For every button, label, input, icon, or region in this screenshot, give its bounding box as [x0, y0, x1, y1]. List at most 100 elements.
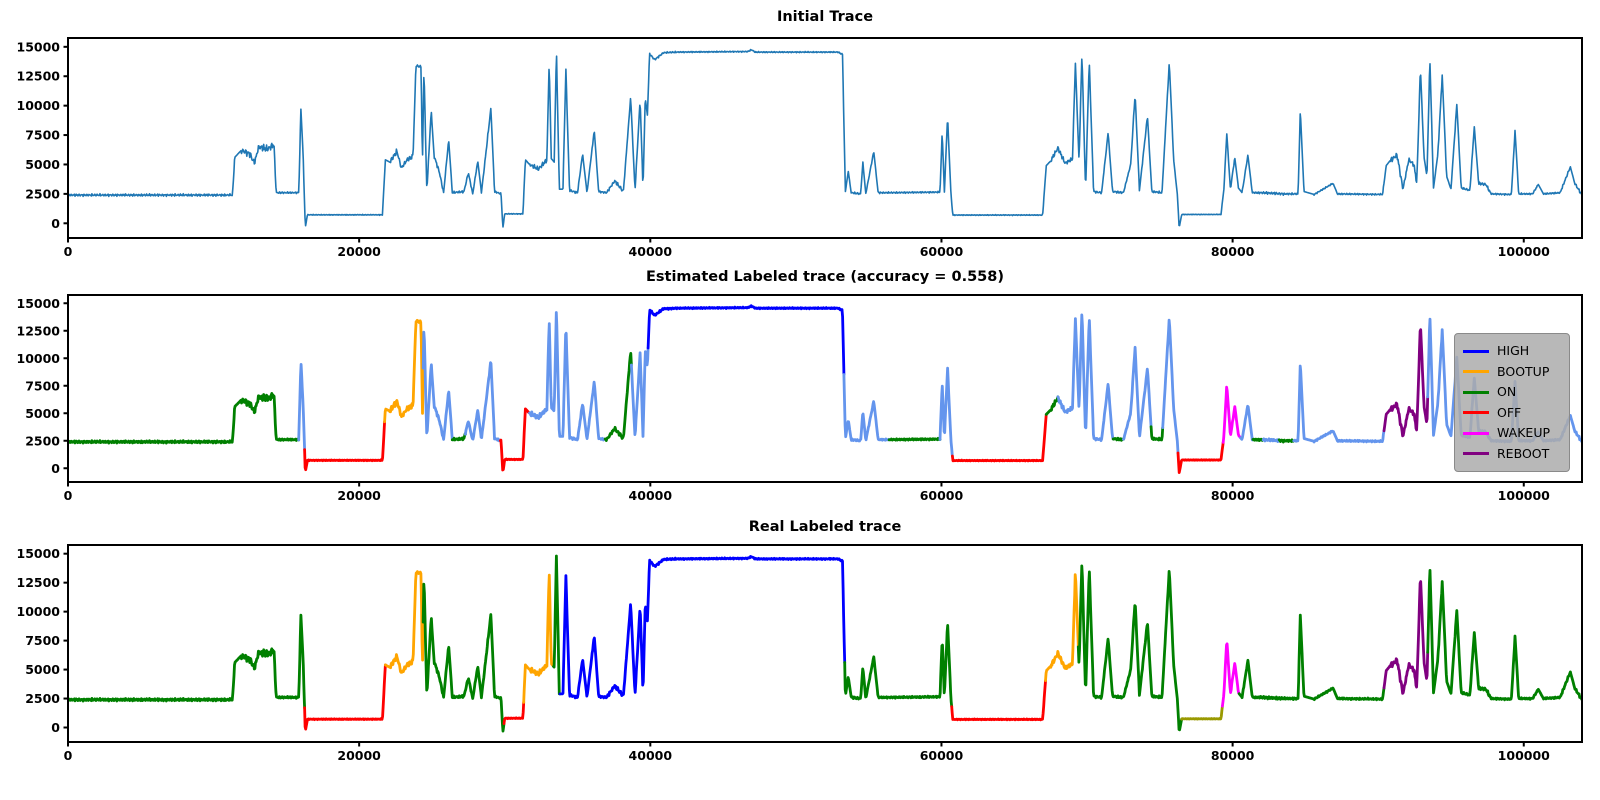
legend-item-reboot: REBOOT: [1463, 444, 1561, 465]
trace-segment-off: [303, 420, 387, 472]
trace-segment-on: [1237, 613, 1386, 702]
trace-segment-unlabeled: [1161, 318, 1180, 455]
y-tick-label: 0: [51, 720, 60, 735]
y-tick-label: 10000: [17, 351, 61, 366]
trace-segment-unlabeled: [1261, 437, 1281, 444]
trace-segment-unlabeled: [630, 346, 650, 438]
legend-item-off: OFF: [1463, 403, 1561, 424]
trace-segment-bootup: [383, 318, 425, 424]
trace-segment-reboot: [1382, 580, 1430, 695]
subplot-1: 0 20000 40000 60000 80000 100000 0 2500 5000 7500…: [17, 37, 1583, 259]
y-tick-label: 15000: [17, 39, 61, 54]
x-tick-label: 100000: [1498, 488, 1550, 503]
trace-segment-on: [1426, 569, 1582, 702]
y-tick-label: 15000: [17, 546, 61, 561]
trace-segment-high: [646, 304, 846, 376]
trace-segment-on: [843, 624, 954, 708]
trace-segment-on: [1277, 438, 1296, 444]
y-tick-label: 12500: [17, 323, 61, 338]
axes-frame: [67, 544, 1583, 743]
legend-swatch-on: [1463, 390, 1489, 394]
axes-frame: [67, 294, 1583, 483]
subplot3-title: Real Labeled trace: [748, 519, 902, 535]
trace-segment-unlabeled: [421, 330, 454, 442]
trace-segment-unlabeled: [842, 373, 891, 443]
trace-segment-high: [558, 555, 847, 700]
legend-label: WAKEUP: [1497, 425, 1551, 440]
trace-segment-bootup: [383, 570, 425, 674]
legend-label: OFF: [1497, 404, 1522, 420]
trace-segment-on: [552, 554, 562, 696]
legend-item-on: ON: [1463, 382, 1561, 403]
trace-segment-wakeup: [1221, 385, 1242, 444]
trace-line: [68, 48, 1582, 228]
y-tick-label: 10000: [17, 98, 61, 113]
legend-swatch-reboot: [1463, 452, 1489, 456]
x-tick-label: 80000: [1211, 244, 1255, 259]
trace-segment-on: [1111, 436, 1125, 442]
y-tick-label: 2500: [25, 186, 60, 201]
y-tick-label: 2500: [25, 691, 60, 706]
legend-label: HIGH: [1497, 343, 1530, 358]
trace-segment-unlabeled: [463, 361, 502, 443]
trace-segment-bootup: [1044, 573, 1080, 682]
trace-segment-on: [1251, 437, 1265, 443]
trace-segment-on: [603, 351, 633, 443]
trace-segment-off: [498, 407, 531, 472]
y-tick-label: 0: [51, 461, 60, 476]
y-tick-label: 7500: [25, 633, 60, 648]
legend-item-high: HIGH: [1463, 341, 1561, 362]
trace-segment-off: [1176, 440, 1225, 475]
subplot2-title: Estimated Labeled trace (accuracy = 0.55…: [646, 269, 1004, 285]
legend-item-bootup: BOOTUP: [1463, 362, 1561, 383]
y-tick-label: 0: [51, 216, 60, 231]
x-tick-label: 60000: [920, 748, 964, 763]
trace-segment-unlabeled: [297, 362, 307, 452]
legend-label: BOOTUP: [1497, 363, 1550, 379]
x-tick-label: 40000: [629, 244, 673, 259]
x-tick-label: 0: [64, 488, 73, 503]
y-tick-label: 5000: [25, 662, 60, 677]
y-tick-label: 12500: [17, 575, 61, 590]
subplot1-title: Initial Trace: [776, 9, 874, 25]
trace-segment-on: [421, 582, 506, 733]
trace-segment-on: [887, 436, 942, 442]
x-tick-label: 20000: [337, 244, 381, 259]
trace-segment-off: [951, 412, 1048, 463]
trace-segment-unlabeled: [1292, 364, 1386, 444]
y-tick-label: 7500: [25, 378, 60, 393]
x-tick-label: 40000: [629, 488, 673, 503]
y-tick-label: 7500: [25, 128, 60, 143]
x-tick-label: 60000: [920, 244, 964, 259]
trace-segment-unlabeled: [1122, 345, 1153, 441]
trace-segment-on: [1076, 564, 1184, 732]
trace-segment-unlabeled: [1056, 313, 1115, 443]
y-tick-label: 5000: [25, 406, 60, 421]
legend: HIGH BOOTUP ON OFF WAKEUP REBOOT: [1454, 333, 1570, 472]
legend-label: ON: [1497, 384, 1517, 399]
x-tick-label: 100000: [1498, 244, 1550, 259]
trace-segment-unlabeled: [1239, 404, 1255, 442]
legend-swatch-bootup: [1463, 370, 1489, 374]
x-tick-label: 40000: [629, 748, 673, 763]
legend-swatch-high: [1463, 349, 1489, 353]
trace-segment-reboot: [1382, 328, 1430, 438]
legend-item-wakeup: WAKEUP: [1463, 423, 1561, 444]
axes-frame: [67, 37, 1583, 239]
trace-segment-on: [68, 613, 307, 710]
trace-segment-on: [68, 392, 301, 445]
trace-segment-on: [1044, 395, 1060, 416]
x-tick-label: 100000: [1498, 748, 1550, 763]
legend-label: REBOOT: [1497, 445, 1550, 461]
legend-swatch-wakeup: [1463, 431, 1489, 435]
x-tick-label: 80000: [1211, 748, 1255, 763]
y-tick-label: 10000: [17, 604, 61, 619]
trace-segment-bootup: [522, 573, 555, 704]
x-tick-label: 0: [64, 244, 73, 259]
trace-segment-idle: [1180, 704, 1224, 721]
subplot-2: 0 20000 40000 60000 80000 100000 0 2500 5000 7500…: [17, 294, 1583, 503]
trace-segment-wakeup: [1221, 642, 1241, 708]
trace-segment-off: [303, 663, 387, 731]
